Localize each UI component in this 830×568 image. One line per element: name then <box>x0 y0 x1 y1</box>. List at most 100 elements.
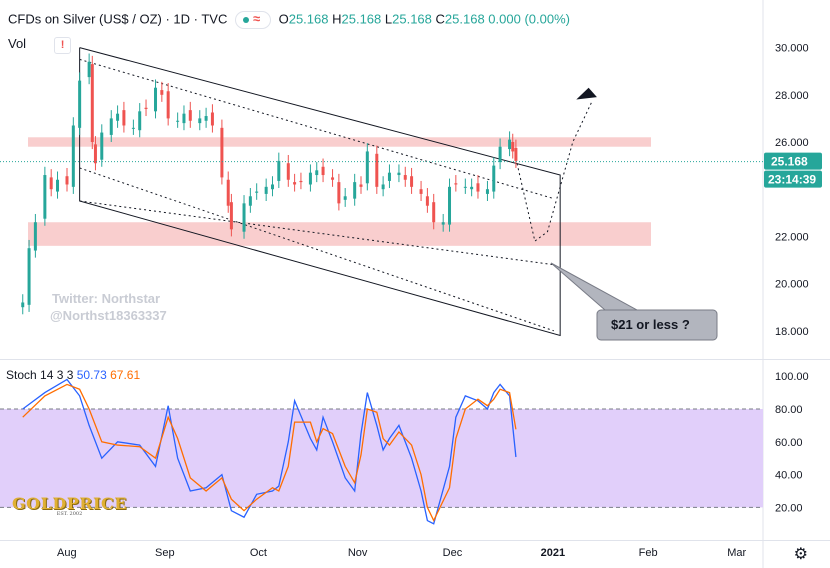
wave-icon: ≈ <box>252 11 261 26</box>
candle <box>220 127 224 178</box>
candle <box>138 111 142 131</box>
candle <box>425 196 429 206</box>
candle <box>160 90 164 95</box>
candle <box>353 182 357 199</box>
candle <box>122 110 126 126</box>
candle <box>419 189 423 194</box>
candle <box>154 87 158 112</box>
gear-icon[interactable]: ⚙ <box>793 546 808 563</box>
candle <box>49 177 53 190</box>
price-tick-label: 22.000 <box>775 231 809 243</box>
stoch-label[interactable]: Stoch 14 3 3 <box>6 368 74 382</box>
stoch-k-value: 50.73 <box>76 368 107 382</box>
callout-box <box>596 309 718 341</box>
stoch-tick-label: 80.00 <box>775 404 803 416</box>
candle <box>470 186 474 190</box>
ohlc-values: O25.168 H25.168 L25.168 C25.168 0.000 (0… <box>278 11 570 27</box>
time-tick-label: 2021 <box>541 547 565 559</box>
candle <box>343 196 347 200</box>
candle <box>204 116 208 121</box>
candle <box>27 248 31 305</box>
support-resistance-zone-0 <box>28 137 651 147</box>
candle <box>93 144 97 164</box>
candle <box>508 139 512 150</box>
stoch-band <box>0 409 763 508</box>
candle <box>498 146 502 163</box>
market-status-pill[interactable]: ≈ <box>234 11 271 29</box>
callout-text: $21 or less ? <box>611 317 690 332</box>
candle <box>403 175 407 180</box>
candle <box>33 222 37 251</box>
candle <box>248 196 252 206</box>
legend-header: CFDs on Silver (US$ / OZ) · 1D · TVC ≈ O… <box>8 11 570 29</box>
candle <box>210 112 214 126</box>
candle <box>71 125 75 187</box>
candle <box>226 179 230 206</box>
candle <box>331 177 335 180</box>
candle <box>410 176 414 187</box>
candle <box>242 203 246 232</box>
callout-pointer <box>550 262 638 311</box>
goldprice-logo: GOLDPRICE EST. 2002 <box>12 494 127 517</box>
candle <box>56 179 60 192</box>
candle <box>116 113 120 121</box>
warning-icon[interactable]: ! <box>54 37 72 54</box>
candle <box>448 186 452 225</box>
market-open-dot-icon <box>242 17 249 23</box>
time-tick-label: Aug <box>57 547 77 559</box>
candle <box>476 183 480 192</box>
candle <box>315 170 319 176</box>
candle <box>131 127 135 129</box>
candle <box>454 183 458 185</box>
time-tick-label: Dec <box>443 547 463 559</box>
candle <box>286 163 290 180</box>
candle <box>308 172 312 185</box>
candle <box>511 142 515 152</box>
stoch-tick-label: 100.00 <box>775 371 809 383</box>
time-tick-label: Feb <box>639 547 658 559</box>
candle <box>176 120 180 122</box>
countdown-badge-label: 23:14:39 <box>768 173 816 187</box>
stoch-d-value: 67.61 <box>110 368 141 382</box>
candle <box>255 191 259 193</box>
candle <box>299 180 303 183</box>
stoch-series-0 <box>22 378 517 525</box>
candle <box>381 184 385 190</box>
candle <box>359 184 363 187</box>
time-tick-label: Mar <box>727 547 746 559</box>
candle <box>387 172 391 181</box>
candle <box>441 222 445 225</box>
candle <box>485 189 489 194</box>
price-badge <box>764 152 822 170</box>
price-tick-label: 20.000 <box>775 279 809 291</box>
stoch-tick-label: 20.00 <box>775 502 803 514</box>
volume-label[interactable]: Vol <box>8 36 27 51</box>
candle <box>182 113 186 124</box>
stoch-tick-label: 60.00 <box>775 437 803 449</box>
price-badge-label: 25.168 <box>771 155 808 169</box>
candle <box>293 182 297 185</box>
watermark-line2: @Northst18363337 <box>50 308 167 323</box>
candle <box>90 64 94 142</box>
price-tick-label: 28.000 <box>775 90 809 102</box>
candle <box>166 91 170 119</box>
countdown-badge <box>764 170 822 188</box>
candle <box>432 202 436 223</box>
candle <box>375 153 379 187</box>
forecast-path <box>515 101 593 242</box>
time-tick-label: Nov <box>348 547 368 559</box>
candle <box>198 118 202 124</box>
candle <box>65 176 69 185</box>
candle <box>144 107 148 109</box>
candle <box>365 151 369 184</box>
forecast-arrow-icon <box>576 87 597 100</box>
watermark-line1: Twitter: Northstar <box>52 291 160 306</box>
time-tick-label: Oct <box>250 547 267 559</box>
symbol-title[interactable]: CFDs on Silver (US$ / OZ) · 1D · TVC <box>8 11 228 27</box>
volume-legend: Vol! <box>8 36 72 54</box>
price-tick-label: 30.000 <box>775 43 809 55</box>
stoch-tick-label: 40.00 <box>775 470 803 482</box>
channel-lower-dotted <box>79 167 555 332</box>
